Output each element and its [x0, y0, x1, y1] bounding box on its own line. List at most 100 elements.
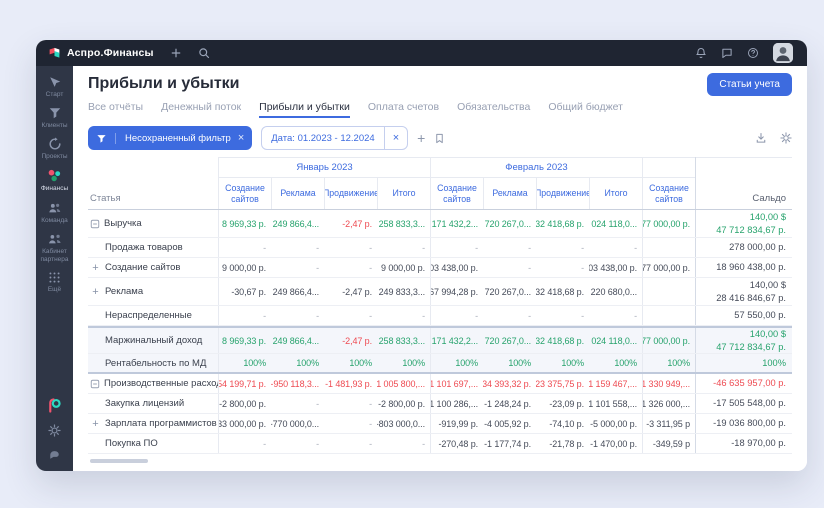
value-cell: -33 000,00 р.	[218, 414, 271, 433]
value-cell: -30,67 р.	[218, 278, 271, 305]
column-header[interactable]: Создание сайтов	[430, 177, 483, 209]
tab-5[interactable]: Обязательства	[457, 101, 531, 113]
add-filter-icon[interactable]: +	[417, 130, 426, 146]
horizontal-scrollbar[interactable]	[90, 459, 148, 463]
date-filter-chip[interactable]: Дата: 01.2023 - 12.2024 ×	[261, 126, 409, 150]
download-icon[interactable]	[755, 132, 767, 144]
value-cell: 1 171 432,2...	[430, 210, 483, 237]
row-label: Продажа товаров	[105, 242, 183, 253]
search-icon[interactable]	[198, 47, 210, 59]
value-cell: 367 994,28 р.	[430, 278, 483, 305]
collapse-icon[interactable]	[90, 219, 100, 229]
bookmark-icon[interactable]	[434, 133, 445, 144]
value-cell: -	[218, 238, 271, 257]
value-cell: -	[422, 242, 425, 253]
column-header[interactable]: Продвижение	[324, 177, 377, 209]
article-header-spacer	[88, 157, 218, 177]
saldo-cell: 18 960 438,00 р.	[695, 258, 792, 277]
user-avatar[interactable]	[773, 43, 793, 63]
value-cell: -	[581, 262, 584, 273]
value-cell: -349,59 р	[642, 434, 695, 453]
clear-filter-icon[interactable]: ×	[237, 132, 245, 144]
value-cell: -	[218, 306, 271, 325]
column-header[interactable]: Реклама	[483, 177, 536, 209]
sidebar-item-start[interactable]: Старт	[36, 75, 73, 99]
topbar-actions	[695, 43, 793, 63]
sidebar-item-finance[interactable]: Финансы	[36, 168, 73, 193]
table-settings-icon[interactable]	[780, 132, 792, 144]
month-group-header-1: Январь 2023	[218, 157, 430, 177]
month-group-header-2: Февраль 2023	[430, 157, 642, 177]
value-cell: 100%	[402, 358, 425, 368]
product-logo-icon[interactable]	[47, 398, 62, 413]
tab-6[interactable]: Общий бюджет	[548, 101, 623, 113]
sidebar-item-partner[interactable]: Кабинет партнера	[36, 232, 73, 264]
app-brand[interactable]: Аспро.Финансы	[48, 47, 154, 60]
tab-2[interactable]: Денежный поток	[161, 101, 242, 113]
finance-icon	[47, 168, 62, 183]
saldo-value: -46 635 957,00 р.	[713, 378, 786, 389]
tab-1[interactable]: Все отчёты	[88, 101, 144, 113]
value-cell: -1 248,24 р.	[484, 398, 531, 409]
unsaved-filter-button[interactable]: Несохраненный фильтр ×	[88, 126, 253, 150]
chat-icon[interactable]	[721, 47, 733, 59]
value-cell: -	[369, 262, 372, 273]
table-row: + Зарплата программистов -33 000,00 р. -770…	[88, 414, 792, 434]
saldo-value: 140,00 $47 712 834,67 р.	[716, 212, 786, 235]
row-label: Производственные расходы	[104, 378, 218, 389]
main-content: Прибыли и убытки Статьи учета Все отчёты…	[73, 66, 807, 471]
sidebar-item-team[interactable]: Команда	[36, 201, 73, 225]
tab-4[interactable]: Оплата счетов	[367, 101, 440, 113]
bell-icon[interactable]	[695, 47, 707, 59]
tab-3[interactable]: Прибыли и убытки	[259, 101, 350, 118]
remove-date-icon[interactable]: ×	[392, 132, 400, 144]
accounting-articles-button[interactable]: Статьи учета	[707, 72, 792, 96]
expand-icon[interactable]: +	[92, 417, 99, 430]
value-cell: -23 375,75 р.	[536, 378, 584, 389]
column-header[interactable]: Итого	[589, 177, 642, 209]
sidebar-item-more-grid[interactable]: Ещё	[36, 271, 73, 294]
column-header[interactable]: Продвижение	[536, 177, 589, 209]
help-icon[interactable]	[747, 47, 759, 59]
row-label-cell: + Зарплата программистов	[88, 414, 218, 433]
collapse-icon[interactable]	[90, 379, 100, 389]
column-header[interactable]: Реклама	[271, 177, 324, 209]
partner-icon	[48, 232, 62, 246]
steps-icon[interactable]	[48, 448, 61, 461]
column-header[interactable]: Итого	[377, 177, 430, 209]
table-column-header-row: Статья Создание сайтов Реклама Продвижение И…	[88, 157, 792, 210]
value-cell: 100%	[349, 358, 372, 368]
projects-icon	[48, 137, 62, 151]
saldo-cell: 57 550,00 р.	[695, 306, 792, 325]
clients-icon	[48, 106, 62, 120]
value-cell: -2 800,00 р.	[378, 398, 425, 409]
saldo-value: 100%	[762, 357, 786, 368]
value-cell	[642, 278, 695, 305]
gear-icon[interactable]	[48, 424, 61, 437]
value-cell: 3 249 866,4...	[271, 218, 319, 229]
row-label-cell: Рентабельность по МД	[88, 354, 218, 372]
row-label: Создание сайтов	[105, 262, 181, 273]
expand-icon[interactable]: +	[92, 261, 99, 274]
value-cell: -	[634, 242, 637, 253]
value-cell: -270,48 р.	[430, 434, 483, 453]
saldo-cell: 140,00 $47 712 834,67 р.	[695, 210, 792, 237]
value-cell: -2,47 р.	[342, 335, 372, 346]
table-row: Маржинальный доход 8 969,33 р.3 249 866,4…	[88, 326, 792, 354]
column-header[interactable]: Создание сайтов	[218, 177, 271, 209]
value-cell: 100%	[508, 358, 531, 368]
sidebar-item-label: Старт	[45, 91, 64, 98]
add-icon[interactable]	[170, 47, 182, 59]
expand-icon[interactable]: +	[92, 285, 99, 298]
sidebar-item-clients[interactable]: Клиенты	[36, 106, 73, 130]
value-cell: -1 330 949,...	[642, 374, 695, 393]
column-header[interactable]: Создание сайтов	[642, 177, 695, 209]
saldo-cell: 278 000,00 р.	[695, 238, 792, 257]
value-cell: -1 177,74 р.	[484, 438, 531, 449]
value-cell: -	[430, 238, 483, 257]
value-cell: -1 101 697,...	[430, 374, 483, 393]
saldo-cell: 140,00 $28 416 846,67 р.	[695, 278, 792, 305]
value-cell: -	[581, 310, 584, 321]
sidebar-item-projects[interactable]: Проекты	[36, 137, 73, 161]
